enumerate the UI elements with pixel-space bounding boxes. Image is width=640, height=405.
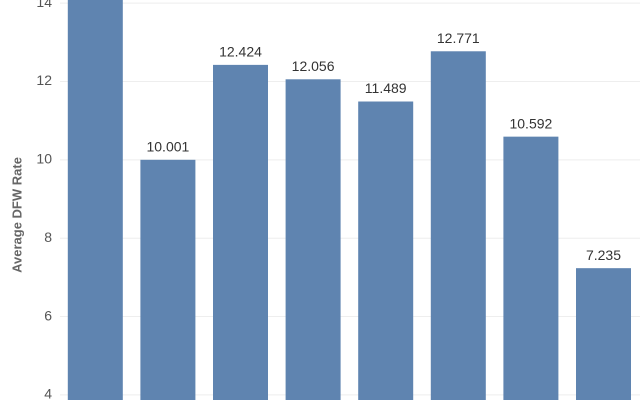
- y-tick-label: 14: [36, 0, 52, 10]
- value-label: 12.771: [437, 30, 480, 46]
- bar: [503, 136, 559, 400]
- bar: [67, 0, 123, 400]
- value-label: 12.424: [219, 44, 262, 60]
- y-tick-label: 12: [36, 72, 52, 88]
- bar: [358, 101, 414, 400]
- value-label: 7.235: [586, 247, 621, 263]
- bar: [213, 64, 268, 400]
- y-tick-label: 4: [44, 386, 52, 400]
- bar: [140, 159, 196, 400]
- value-label: 12.056: [292, 58, 335, 74]
- y-tick-label: 10: [36, 151, 52, 167]
- y-tick-label: 6: [44, 307, 52, 323]
- value-label: 10.592: [509, 115, 552, 131]
- bar: [576, 268, 631, 400]
- y-tick-label: 8: [44, 229, 52, 245]
- value-label: 11.489: [365, 80, 407, 96]
- value-label: 10.001: [146, 139, 189, 155]
- bar: [285, 79, 341, 400]
- bar: [430, 51, 486, 400]
- y-axis-title: Average DFW Rate: [9, 157, 24, 273]
